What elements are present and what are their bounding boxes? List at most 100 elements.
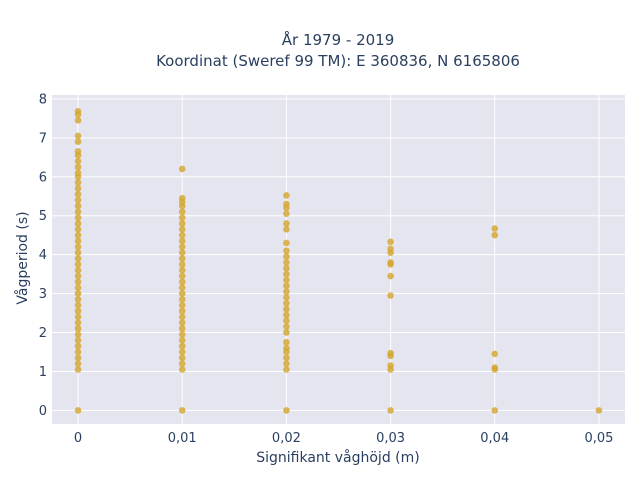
data-point xyxy=(283,270,290,278)
data-point xyxy=(74,185,82,192)
data-point xyxy=(283,247,290,255)
chart-title-line-2: Koordinat (Sweref 99 TM): E 360836, N 61… xyxy=(156,52,520,70)
data-point xyxy=(178,336,186,344)
data-point xyxy=(74,220,82,227)
data-point xyxy=(283,360,290,367)
data-point xyxy=(283,317,290,325)
data-point xyxy=(283,200,290,208)
y-tick-label: 6 xyxy=(39,170,47,185)
data-point xyxy=(74,348,82,356)
data-point xyxy=(283,264,290,272)
data-point xyxy=(178,360,186,367)
data-point xyxy=(74,272,82,280)
data-point xyxy=(283,239,290,247)
y-tick-label: 4 xyxy=(39,248,47,263)
data-point xyxy=(178,249,186,256)
x-tick-label: 0,01 xyxy=(168,431,197,446)
data-point xyxy=(283,259,290,266)
data-point xyxy=(74,290,82,297)
data-point xyxy=(74,202,82,210)
data-point xyxy=(74,366,82,373)
data-point xyxy=(387,292,394,299)
data-point xyxy=(178,266,186,274)
data-point xyxy=(178,284,186,292)
data-point xyxy=(491,225,499,232)
data-point xyxy=(74,278,82,286)
data-point xyxy=(178,325,186,332)
data-point xyxy=(178,290,186,297)
data-point xyxy=(178,354,186,362)
data-point xyxy=(178,331,186,338)
data-point xyxy=(387,245,394,253)
data-point xyxy=(74,342,82,350)
data-point xyxy=(74,261,82,268)
plot-area xyxy=(52,95,625,424)
data-point xyxy=(178,366,186,373)
data-point xyxy=(74,237,82,245)
data-point xyxy=(283,192,290,199)
data-point xyxy=(283,253,290,260)
data-point xyxy=(178,319,186,327)
data-point xyxy=(74,296,82,303)
data-point xyxy=(74,138,82,146)
data-point xyxy=(178,226,186,233)
data-point xyxy=(283,300,290,307)
x-axis-title: Signifikant våghöjd (m) xyxy=(256,449,419,466)
data-point xyxy=(283,311,290,319)
data-point xyxy=(74,284,82,292)
data-point xyxy=(387,259,394,266)
y-tick-label: 8 xyxy=(39,92,47,107)
data-point xyxy=(74,231,82,239)
data-point xyxy=(74,319,82,327)
data-point xyxy=(74,117,82,124)
data-point xyxy=(74,407,82,414)
y-tick-label: 0 xyxy=(39,404,47,419)
data-point xyxy=(283,366,290,373)
data-point xyxy=(74,190,82,198)
data-point xyxy=(74,132,82,140)
data-point xyxy=(283,338,290,346)
data-point xyxy=(283,329,290,336)
data-point xyxy=(74,108,82,115)
data-point xyxy=(491,407,499,414)
data-point xyxy=(74,196,82,204)
data-point xyxy=(283,276,290,284)
data-point xyxy=(491,364,499,371)
x-tick-label: 0,04 xyxy=(480,431,509,446)
data-point xyxy=(387,349,394,357)
data-point xyxy=(178,307,186,315)
data-point xyxy=(387,362,394,369)
data-point xyxy=(283,282,290,290)
data-point xyxy=(178,255,186,262)
data-point xyxy=(74,214,82,221)
data-point xyxy=(283,226,290,233)
data-point xyxy=(74,179,82,186)
data-point xyxy=(283,210,290,218)
data-point xyxy=(74,226,82,233)
data-point xyxy=(178,278,186,286)
y-tick-label: 5 xyxy=(39,209,47,224)
data-point xyxy=(178,261,186,268)
data-point xyxy=(283,407,290,414)
data-point xyxy=(283,288,290,295)
data-point xyxy=(74,336,82,344)
data-point xyxy=(283,305,290,313)
data-point xyxy=(74,354,82,362)
data-point xyxy=(178,231,186,239)
data-points xyxy=(74,108,603,414)
x-tick-label: 0,02 xyxy=(272,431,301,446)
data-point xyxy=(178,194,186,202)
data-point xyxy=(178,237,186,245)
data-point xyxy=(74,331,82,338)
y-tick-label: 1 xyxy=(39,365,47,380)
data-point xyxy=(387,238,394,246)
data-point xyxy=(283,344,290,352)
y-tick-label: 3 xyxy=(39,287,47,302)
data-point xyxy=(491,231,499,239)
data-point xyxy=(595,407,603,414)
x-tick-label: 0,05 xyxy=(584,431,613,446)
data-point xyxy=(178,407,186,414)
x-tick-label: 0 xyxy=(74,431,82,446)
data-point xyxy=(178,342,186,350)
data-point xyxy=(283,294,290,301)
